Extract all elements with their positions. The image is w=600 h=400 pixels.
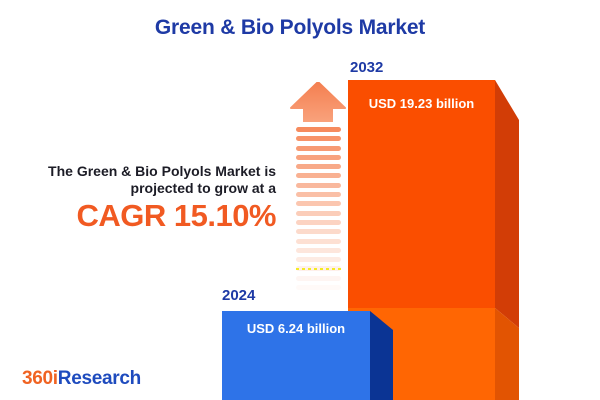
arrow-stripe [296,210,341,216]
logo-prefix: 360i [22,368,58,389]
bar-2032-side-top [495,80,519,328]
year-label-2024: 2024 [222,287,256,304]
arrow-stripe [296,192,341,198]
logo-suffix: Research [57,368,141,389]
arrow-up-icon [290,82,346,122]
arrow-stripe [296,229,341,235]
arrow-stripe [296,247,341,253]
bar-2032-front-top [348,80,495,308]
annotation-block: The Green & Bio Polyols Market is projec… [10,163,276,233]
arrow-stripe [296,182,341,188]
arrow-stripe [296,285,341,291]
growth-arrow-stripes [296,127,341,297]
year-label-2032: 2032 [350,59,384,76]
arrow-stripe [296,164,341,170]
cagr-text: CAGR 15.10% [76,198,276,233]
bar-2024-front [222,311,370,400]
page-title: Green & Bio Polyols Market [154,16,426,39]
yellow-dashed-line [296,268,341,270]
arrow-stripe [296,238,341,244]
arrow-stripe [296,219,341,225]
annotation-line-1: The Green & Bio Polyols Market is [48,163,276,179]
arrow-stripe [296,201,341,207]
arrow-stripe [296,154,341,160]
logo-360iresearch: 360iResearch [22,368,141,390]
annotation-line-2: projected to grow at a [130,179,276,196]
arrow-stripe [296,127,341,132]
bar-2032-value-label: USD 19.23 billion [368,96,475,111]
arrow-stripe [296,136,341,142]
arrow-stripe [296,275,341,281]
bar-2024-side [370,311,393,400]
arrow-stripe [296,145,341,151]
arrow-stripe [296,257,341,263]
bar-2024-value-label: USD 6.24 billion [246,321,346,336]
arrow-stripe [296,173,341,179]
